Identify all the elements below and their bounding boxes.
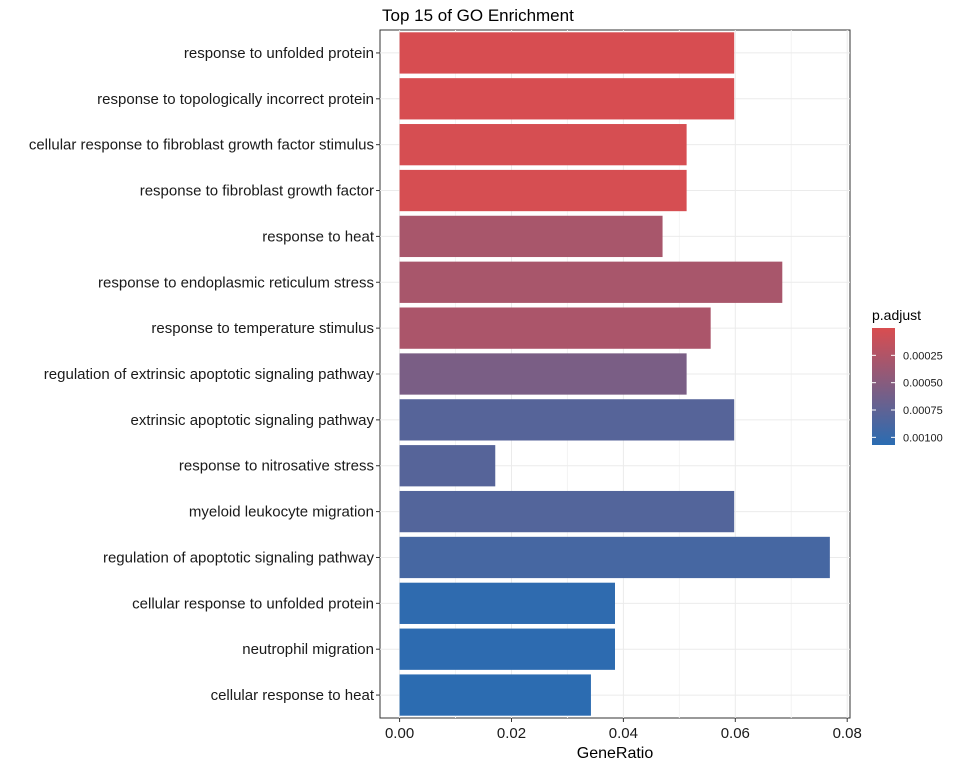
y-tick-label: neutrophil migration [242, 641, 374, 658]
y-tick-label: response to heat [262, 228, 375, 245]
y-tick-label: response to unfolded protein [184, 45, 374, 62]
legend-tick-label: 0.00100 [903, 432, 943, 444]
bar [399, 353, 687, 395]
bar [399, 490, 735, 533]
y-tick-label: cellular response to unfolded protein [132, 595, 374, 612]
x-tick-label: 0.06 [721, 725, 750, 742]
x-axis-label: GeneRatio [577, 745, 654, 762]
bar [399, 628, 615, 670]
y-tick-label: regulation of extrinsic apoptotic signal… [44, 366, 375, 383]
x-tick-label: 0.00 [385, 725, 414, 742]
y-tick-label: response to temperature stimulus [151, 320, 374, 337]
bar [399, 399, 735, 441]
y-tick-label: response to endoplasmic reticulum stress [98, 274, 374, 291]
y-tick-label: cellular response to heat [211, 687, 375, 704]
y-tick-label: extrinsic apoptotic signaling pathway [131, 412, 375, 429]
legend-tick-label: 0.00025 [903, 350, 943, 362]
bar [399, 674, 591, 716]
bar [399, 124, 687, 166]
x-tick-label: 0.08 [833, 725, 862, 742]
bar [399, 582, 615, 624]
y-tick-label: cellular response to fibroblast growth f… [29, 137, 374, 154]
y-tick-label: response to nitrosative stress [179, 458, 374, 475]
x-tick-label: 0.02 [497, 725, 526, 742]
legend-colorbar [872, 328, 895, 445]
bar [399, 78, 735, 120]
y-tick-label: response to fibroblast growth factor [140, 183, 374, 200]
bar [399, 536, 830, 579]
bar [399, 32, 735, 74]
bar [399, 215, 663, 258]
y-tick-label: regulation of apoptotic signaling pathwa… [103, 549, 375, 566]
legend-title: p.adjust [872, 307, 921, 323]
legend-tick-label: 0.00050 [903, 378, 943, 390]
y-tick-label: response to topologically incorrect prot… [97, 91, 374, 108]
bar [399, 169, 687, 212]
y-tick-label: myeloid leukocyte migration [189, 504, 374, 521]
bar [399, 307, 711, 349]
bar [399, 445, 496, 487]
chart-title: Top 15 of GO Enrichment [382, 6, 574, 25]
bar [399, 261, 783, 303]
x-tick-label: 0.04 [609, 725, 638, 742]
legend-tick-label: 0.00075 [903, 405, 943, 417]
